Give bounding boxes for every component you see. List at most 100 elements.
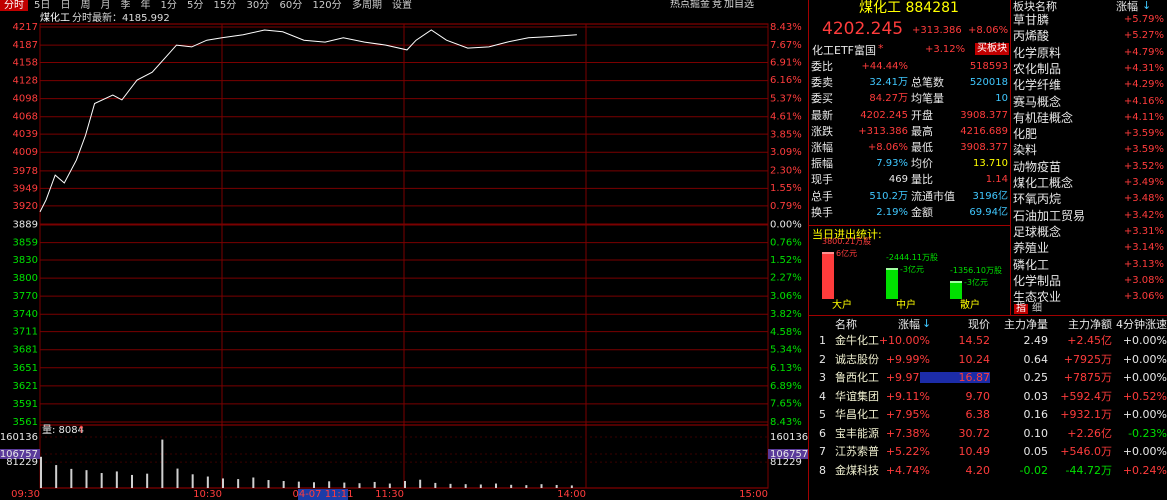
sector-name[interactable]: 丙烯酸 bbox=[1013, 29, 1050, 44]
sector-name[interactable]: 石油加工贸易 bbox=[1013, 208, 1086, 223]
stock-name[interactable]: 金牛化工 bbox=[835, 334, 879, 347]
stock-cell[interactable]: +9.11% bbox=[885, 389, 930, 403]
sector-pct[interactable]: +3.52% bbox=[1123, 160, 1164, 172]
sector-pct[interactable]: +3.08% bbox=[1123, 274, 1164, 286]
stock-cell[interactable]: +0.52% bbox=[1122, 389, 1167, 403]
toolbar-tab[interactable]: 30分 bbox=[246, 0, 270, 11]
sector-name[interactable]: 有机硅概念 bbox=[1013, 110, 1074, 125]
stock-cell[interactable]: +7875万 bbox=[1063, 371, 1112, 384]
sector-name[interactable]: 煤化工概念 bbox=[1013, 176, 1074, 190]
sector-pct[interactable]: +3.31% bbox=[1123, 225, 1164, 237]
stock-cell[interactable]: +0.00% bbox=[1122, 371, 1167, 384]
stock-cell[interactable]: +7.95% bbox=[885, 408, 930, 421]
stock-cell[interactable]: 30.72 bbox=[958, 426, 991, 440]
stock-cell[interactable]: +2.26亿 bbox=[1067, 426, 1112, 440]
stock-cell[interactable]: -0.23% bbox=[1128, 426, 1167, 440]
sector-pct[interactable]: +5.79% bbox=[1123, 14, 1164, 25]
toolbar-tab[interactable]: 周 bbox=[80, 0, 91, 11]
sector-pct[interactable]: +4.79% bbox=[1123, 46, 1164, 58]
sector-pct[interactable]: +4.16% bbox=[1123, 95, 1164, 107]
sector-name[interactable]: 养殖业 bbox=[1013, 241, 1050, 256]
stock-cell[interactable]: +5.22% bbox=[885, 445, 930, 458]
sector-pct[interactable]: +3.14% bbox=[1123, 242, 1164, 254]
sector-name[interactable]: 赛马概念 bbox=[1013, 94, 1062, 109]
stock-cell[interactable]: +0.00% bbox=[1122, 352, 1167, 366]
stock-cell[interactable]: -44.72万 bbox=[1065, 463, 1112, 477]
sector-name[interactable]: 农化制品 bbox=[1013, 61, 1062, 76]
panel-tab[interactable]: 细 bbox=[1032, 303, 1042, 314]
sector-name[interactable]: 化肥 bbox=[1013, 127, 1038, 142]
stock-cell[interactable]: +9.99% bbox=[885, 352, 930, 366]
sector-pct[interactable]: +4.31% bbox=[1123, 62, 1164, 74]
sector-name[interactable]: 环氧丙烷 bbox=[1013, 192, 1062, 207]
row-index[interactable]: 7 bbox=[819, 445, 826, 458]
toolbar-tool[interactable]: 加自选 bbox=[724, 0, 754, 10]
toolbar-tab[interactable]: 月 bbox=[100, 0, 111, 11]
stock-cell[interactable]: 6.38 bbox=[965, 408, 991, 421]
stock-cell[interactable]: 0.03 bbox=[1023, 389, 1049, 403]
sector-name[interactable]: 化学纤维 bbox=[1013, 78, 1062, 93]
toolbar-tab[interactable]: 1分 bbox=[160, 0, 177, 11]
stock-name[interactable]: 华谊集团 bbox=[835, 389, 879, 403]
stock-cell[interactable]: 0.64 bbox=[1023, 352, 1049, 366]
row-index[interactable]: 3 bbox=[819, 371, 826, 384]
toolbar-tab[interactable]: 多周期 bbox=[352, 0, 382, 11]
row-index[interactable]: 2 bbox=[819, 352, 826, 366]
stock-name[interactable]: 鲁西化工 bbox=[835, 371, 879, 384]
sector-pct[interactable]: +3.49% bbox=[1123, 177, 1164, 188]
stock-cell[interactable]: +7.38% bbox=[885, 426, 930, 440]
row-index[interactable]: 4 bbox=[819, 389, 826, 403]
stock-cell[interactable]: +2.45亿 bbox=[1067, 334, 1112, 347]
toolbar-tab[interactable]: 分时 bbox=[0, 0, 28, 11]
panel-tab[interactable]: 指 bbox=[1014, 303, 1028, 314]
stock-cell[interactable]: +7925万 bbox=[1063, 352, 1112, 366]
sector-name[interactable]: 化学原料 bbox=[1013, 45, 1062, 60]
stock-cell[interactable]: 4.20 bbox=[965, 463, 991, 477]
toolbar-tab[interactable]: 季 bbox=[120, 0, 131, 11]
sector-name[interactable]: 化学制品 bbox=[1013, 273, 1062, 288]
stock-cell[interactable]: 0.16 bbox=[1023, 408, 1049, 421]
sector-pct[interactable]: +3.42% bbox=[1123, 209, 1164, 221]
stock-cell[interactable]: +0.00% bbox=[1122, 408, 1167, 421]
sector-pct[interactable]: +5.27% bbox=[1123, 30, 1164, 42]
stock-cell[interactable]: +0.00% bbox=[1122, 445, 1167, 458]
stock-cell[interactable]: 2.49 bbox=[1023, 334, 1049, 347]
toolbar-tab[interactable]: 日 bbox=[60, 0, 71, 11]
stock-cell[interactable]: +592.4万 bbox=[1060, 389, 1112, 403]
row-index[interactable]: 6 bbox=[819, 426, 826, 440]
sector-pct[interactable]: +4.11% bbox=[1123, 111, 1164, 123]
sector-name[interactable]: 生态农业 bbox=[1013, 290, 1062, 305]
toolbar-tab[interactable]: 120分 bbox=[312, 0, 342, 11]
stock-name[interactable]: 诚志股份 bbox=[835, 352, 879, 366]
stock-cell[interactable]: +0.00% bbox=[1122, 334, 1167, 347]
toolbar-tool[interactable]: 竞 bbox=[712, 0, 722, 10]
stock-name[interactable]: 宝丰能源 bbox=[835, 426, 879, 440]
sector-pct[interactable]: +3.06% bbox=[1123, 291, 1164, 303]
stock-cell[interactable]: 9.70 bbox=[965, 389, 991, 403]
toolbar-tab[interactable]: 5日 bbox=[34, 0, 51, 11]
sector-pct[interactable]: +3.59% bbox=[1123, 144, 1164, 156]
toolbar-tab[interactable]: 5分 bbox=[187, 0, 204, 11]
row-index[interactable]: 5 bbox=[819, 408, 826, 421]
stock-name[interactable]: 江苏索普 bbox=[835, 445, 879, 458]
stock-cell[interactable]: 0.05 bbox=[1023, 445, 1049, 458]
stock-cell[interactable]: +10.00% bbox=[878, 334, 930, 347]
sector-name[interactable]: 足球概念 bbox=[1013, 224, 1062, 239]
stock-cell[interactable]: +932.1万 bbox=[1060, 408, 1112, 421]
sector-pct[interactable]: +4.29% bbox=[1123, 79, 1164, 91]
sector-pct[interactable]: +3.59% bbox=[1123, 128, 1164, 140]
toolbar-tool[interactable]: 热点掘金 bbox=[670, 0, 710, 10]
stock-cell[interactable]: 0.25 bbox=[1023, 371, 1049, 384]
stock-cell[interactable]: 14.52 bbox=[958, 334, 991, 347]
row-index[interactable]: 8 bbox=[819, 463, 826, 477]
sector-pct[interactable]: +3.48% bbox=[1123, 193, 1164, 205]
stock-cell[interactable]: 16.87 bbox=[920, 372, 990, 383]
stock-cell[interactable]: +4.74% bbox=[885, 463, 930, 477]
stock-name[interactable]: 华昌化工 bbox=[835, 408, 879, 421]
toolbar-tab[interactable]: 15分 bbox=[213, 0, 237, 11]
stock-cell[interactable]: +9.97% bbox=[885, 371, 930, 384]
buy-button[interactable]: 买板块 bbox=[975, 43, 1009, 55]
sector-name[interactable]: 磷化工 bbox=[1013, 257, 1050, 272]
stock-cell[interactable]: -0.02 bbox=[1019, 463, 1048, 477]
toolbar-tab[interactable]: 设置 bbox=[392, 0, 412, 11]
